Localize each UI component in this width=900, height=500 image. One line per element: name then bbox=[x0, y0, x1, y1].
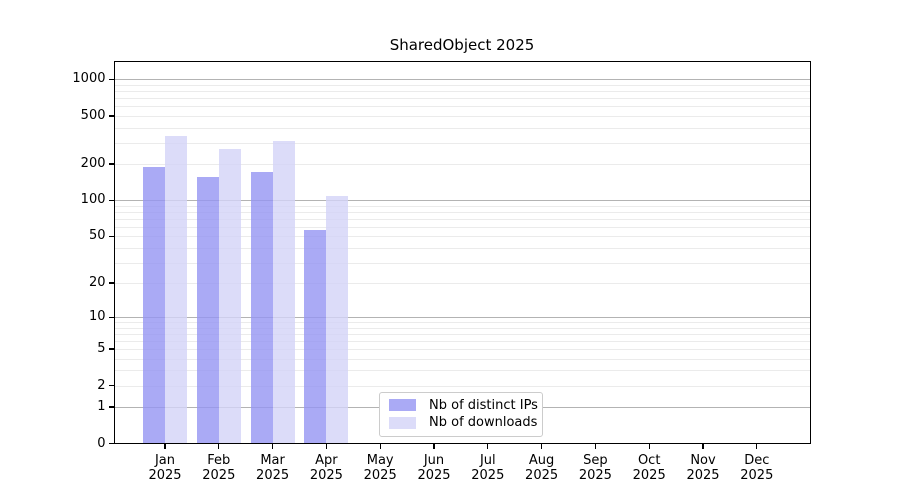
minor-gridline bbox=[113, 340, 811, 342]
minor-gridline bbox=[113, 385, 811, 387]
y-axis-tick-label: 2 bbox=[97, 377, 106, 393]
x-axis-tick-label: Jun 2025 bbox=[417, 452, 451, 484]
minor-gridline bbox=[113, 85, 811, 87]
x-axis-tick-label: Jan 2025 bbox=[148, 452, 182, 484]
x-tick-mark bbox=[325, 443, 327, 449]
x-tick-mark bbox=[272, 443, 274, 449]
minor-gridline bbox=[113, 106, 811, 108]
minor-gridline bbox=[113, 142, 811, 144]
minor-gridline bbox=[113, 358, 811, 360]
major-gridline bbox=[113, 79, 811, 81]
y-axis-tick-label: 0 bbox=[97, 435, 106, 451]
legend-entry: Nb of distinct IPs bbox=[389, 398, 538, 413]
y-axis-tick-label: 1 bbox=[97, 398, 106, 414]
bar-downloads bbox=[326, 195, 349, 444]
x-axis-tick-label: May 2025 bbox=[363, 452, 397, 484]
x-axis-tick-label: Dec 2025 bbox=[740, 452, 774, 484]
minor-gridline bbox=[113, 218, 811, 220]
bar-distinct-ips bbox=[250, 171, 273, 444]
x-tick-mark bbox=[702, 443, 704, 449]
legend-label: Nb of distinct IPs bbox=[429, 397, 538, 413]
x-axis-tick-label: Mar 2025 bbox=[256, 452, 290, 484]
bar-distinct-ips bbox=[143, 167, 165, 444]
legend-swatch bbox=[389, 399, 416, 412]
y-axis-tick-label: 500 bbox=[80, 107, 106, 123]
y-axis-tick-label: 50 bbox=[88, 228, 106, 244]
legend-entry: Nb of downloads bbox=[389, 415, 537, 430]
minor-gridline bbox=[113, 211, 811, 213]
y-tick-mark bbox=[108, 442, 114, 445]
x-axis-tick-label: Aug 2025 bbox=[525, 452, 559, 484]
minor-gridline bbox=[113, 327, 811, 329]
y-tick-mark bbox=[108, 115, 114, 117]
x-axis-tick-label: Jul 2025 bbox=[471, 452, 505, 484]
legend-swatch bbox=[389, 416, 416, 429]
minor-gridline bbox=[113, 226, 811, 228]
minor-gridline bbox=[113, 247, 811, 249]
minor-gridline bbox=[113, 370, 811, 372]
y-axis-tick-label: 1000 bbox=[72, 71, 106, 87]
bar-downloads bbox=[165, 135, 187, 444]
minor-gridline bbox=[113, 98, 811, 100]
y-tick-mark bbox=[108, 78, 114, 81]
y-tick-mark bbox=[108, 385, 114, 387]
y-tick-mark bbox=[108, 163, 114, 165]
y-tick-mark bbox=[108, 235, 114, 237]
minor-gridline bbox=[113, 91, 811, 93]
x-tick-mark bbox=[594, 443, 596, 449]
minor-gridline bbox=[113, 127, 811, 129]
x-axis-tick-label: Feb 2025 bbox=[202, 452, 236, 484]
y-axis-tick-label: 200 bbox=[80, 156, 106, 172]
y-axis-tick-label: 10 bbox=[88, 309, 106, 325]
x-axis-tick-label: Sep 2025 bbox=[578, 452, 612, 484]
minor-gridline bbox=[113, 115, 811, 117]
major-gridline bbox=[113, 200, 811, 202]
bar-downloads bbox=[218, 148, 241, 444]
chart-title: SharedObject 2025 bbox=[389, 36, 535, 54]
minor-gridline bbox=[113, 322, 811, 324]
minor-gridline bbox=[113, 205, 811, 207]
bar-distinct-ips bbox=[196, 177, 219, 444]
x-tick-mark bbox=[218, 443, 220, 449]
minor-gridline bbox=[113, 349, 811, 351]
x-tick-mark bbox=[756, 443, 758, 449]
y-axis-tick-label: 5 bbox=[97, 341, 106, 357]
y-tick-mark bbox=[108, 406, 114, 408]
y-tick-mark bbox=[108, 199, 114, 201]
bar-downloads bbox=[272, 140, 295, 444]
minor-gridline bbox=[113, 283, 811, 285]
x-tick-mark bbox=[379, 443, 381, 449]
x-tick-mark bbox=[541, 443, 543, 449]
y-axis-tick-label: 20 bbox=[88, 275, 106, 291]
y-axis-tick-label: 100 bbox=[80, 192, 106, 208]
minor-gridline bbox=[113, 333, 811, 335]
x-tick-mark bbox=[433, 443, 435, 449]
x-tick-mark bbox=[648, 443, 650, 449]
major-gridline bbox=[113, 317, 811, 319]
minor-gridline bbox=[113, 236, 811, 238]
x-tick-mark bbox=[487, 443, 489, 449]
x-tick-mark bbox=[164, 443, 166, 449]
plot-area bbox=[113, 61, 811, 444]
legend: Nb of distinct IPs Nb of downloads bbox=[379, 391, 543, 437]
x-axis-tick-label: Apr 2025 bbox=[309, 452, 343, 484]
legend-label: Nb of downloads bbox=[429, 415, 538, 431]
y-tick-mark bbox=[108, 316, 114, 318]
x-axis-tick-label: Oct 2025 bbox=[632, 452, 666, 484]
y-tick-mark bbox=[108, 348, 114, 350]
bar-distinct-ips bbox=[304, 229, 327, 444]
minor-gridline bbox=[113, 262, 811, 264]
x-axis-tick-label: Nov 2025 bbox=[686, 452, 720, 484]
minor-gridline bbox=[113, 164, 811, 166]
y-tick-mark bbox=[108, 282, 114, 284]
